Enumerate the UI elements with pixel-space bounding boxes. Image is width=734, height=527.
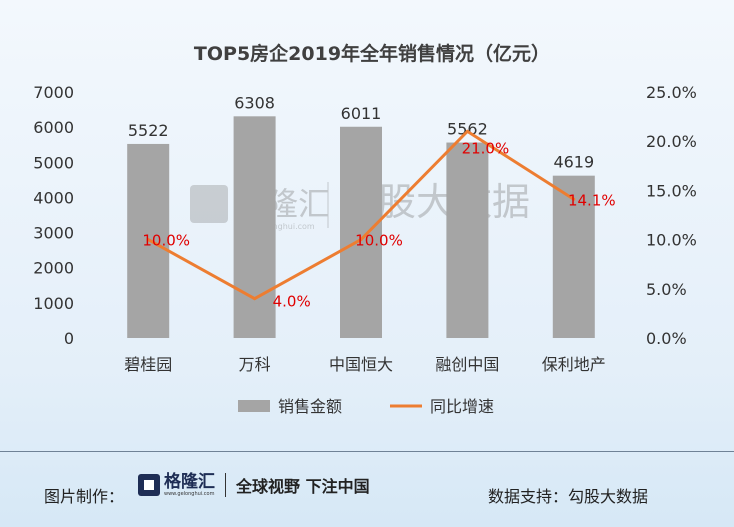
footer-slogan: 全球视野 下注中国 [236, 477, 370, 496]
chart: TOP5房企2019年全年销售情况（亿元） 格隆汇 www.gelonghui.… [33, 42, 697, 416]
y-tick-label: 6000 [33, 118, 74, 137]
made-by-label: 图片制作： [44, 487, 125, 506]
x-tick-label: 保利地产 [542, 355, 606, 374]
line-point [146, 238, 150, 242]
y2-tick-label: 0.0% [646, 329, 687, 348]
line-data-label: 10.0% [355, 232, 403, 250]
legend-bar-swatch [238, 400, 270, 412]
footer-brand: 格隆汇 [164, 472, 215, 492]
line-data-label: 4.0% [273, 293, 311, 311]
y2-tick-label: 15.0% [646, 181, 697, 200]
y2-tick-label: 5.0% [646, 280, 687, 299]
footer-brand-site: www.gelonghui.com [164, 491, 215, 497]
y-tick-label: 1000 [33, 294, 74, 313]
chart-title: TOP5房企2019年全年销售情况（亿元） [194, 42, 550, 65]
legend-bar-label: 销售金额 [278, 397, 342, 416]
bar [446, 142, 489, 338]
y-tick-label: 2000 [33, 259, 74, 278]
footer-logo: 格隆汇 www.gelonghui.com 全球视野 下注中国 [138, 473, 370, 497]
y2-tick-label: 10.0% [646, 231, 697, 250]
legend-line-label: 同比增速 [430, 397, 494, 416]
y-tick-label: 4000 [33, 188, 74, 207]
line-data-label: 21.0% [462, 139, 510, 157]
line-point [253, 297, 257, 301]
x-tick-label: 碧桂园 [124, 355, 172, 374]
bar-data-label: 6308 [234, 93, 275, 112]
footer-divider [0, 451, 734, 452]
watermark-logo-icon [190, 185, 228, 223]
x-tick-label: 万科 [239, 355, 271, 374]
footer-separator [225, 473, 226, 497]
line-point [359, 238, 363, 242]
bar [233, 116, 276, 339]
brand-logo-icon [138, 474, 160, 496]
y-tick-label: 5000 [33, 153, 74, 172]
y2-tick-label: 20.0% [646, 132, 697, 151]
bar-data-label: 4619 [553, 153, 594, 172]
bar-data-label: 6011 [341, 104, 382, 123]
x-tick-label: 融创中国 [435, 355, 499, 374]
y-tick-label: 0 [64, 329, 74, 348]
bar-data-label: 5562 [447, 120, 488, 139]
line-point [465, 129, 469, 133]
line-data-label: 10.0% [142, 232, 190, 250]
bar-data-label: 5522 [128, 121, 169, 140]
x-tick-label: 中国恒大 [329, 355, 393, 374]
line-point [572, 197, 576, 201]
y2-tick-label: 25.0% [646, 83, 697, 102]
y-tick-label: 3000 [33, 224, 74, 243]
line-data-label: 14.1% [568, 191, 616, 209]
y-tick-label: 7000 [33, 83, 74, 102]
data-support: 数据支持：勾股大数据 [488, 487, 649, 506]
bar [552, 175, 595, 338]
bar [340, 126, 382, 338]
